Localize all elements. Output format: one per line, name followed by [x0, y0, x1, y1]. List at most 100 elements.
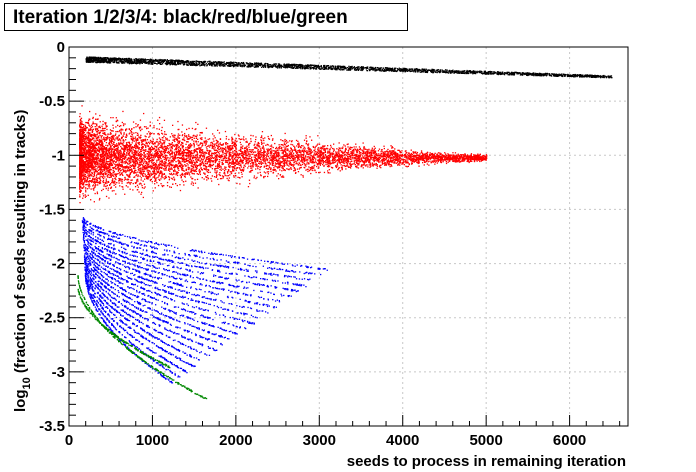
red-point	[82, 179, 84, 181]
red-point	[217, 178, 219, 180]
black-point	[348, 68, 350, 70]
red-point	[102, 181, 104, 183]
black-point	[288, 65, 290, 68]
black-point	[221, 64, 223, 66]
black-point	[94, 58, 96, 60]
red-point	[91, 171, 93, 174]
red-point	[147, 178, 149, 180]
red-point	[414, 155, 416, 157]
red-point	[264, 172, 267, 174]
black-point	[118, 62, 120, 64]
black-point	[586, 75, 589, 77]
black-point	[277, 67, 279, 69]
red-point	[143, 183, 146, 185]
black-point	[108, 62, 110, 64]
black-point	[602, 75, 604, 77]
black-point	[102, 60, 104, 62]
black-point	[86, 56, 88, 58]
black-point	[137, 62, 140, 64]
black-point	[109, 61, 111, 63]
black-point	[298, 66, 300, 68]
black-point	[219, 61, 221, 63]
red-point	[345, 154, 348, 156]
black-point	[109, 57, 111, 59]
red-point	[211, 146, 214, 148]
red-point	[243, 136, 245, 138]
red-point	[184, 132, 186, 135]
red-point	[176, 139, 179, 141]
red-point	[199, 173, 201, 176]
red-point	[339, 170, 341, 172]
red-point	[133, 152, 135, 154]
red-point	[240, 158, 242, 160]
red-point	[284, 162, 287, 164]
black-point	[426, 71, 428, 73]
black-point	[86, 60, 88, 62]
black-point	[199, 63, 201, 65]
red-point	[123, 140, 125, 142]
black-point	[313, 64, 315, 66]
black-point	[164, 59, 167, 61]
red-point	[111, 144, 113, 146]
black-point	[353, 66, 355, 68]
red-point	[160, 176, 163, 178]
black-point	[309, 64, 311, 66]
red-point	[354, 148, 356, 150]
black-point	[195, 62, 197, 64]
black-point	[141, 58, 143, 60]
black-point	[134, 61, 136, 63]
red-point	[231, 166, 233, 168]
black-point	[309, 64, 312, 66]
black-point	[113, 59, 115, 61]
black-point	[341, 68, 343, 71]
black-point	[261, 66, 263, 68]
red-point	[90, 126, 92, 129]
black-point	[190, 61, 192, 63]
black-point	[140, 62, 142, 64]
red-point	[203, 157, 205, 159]
red-point	[285, 140, 287, 143]
red-point	[339, 148, 341, 150]
red-point	[87, 121, 89, 123]
black-point	[541, 73, 543, 75]
black-point	[215, 62, 217, 64]
black-point	[104, 60, 107, 62]
red-point	[228, 180, 230, 182]
black-point	[540, 75, 543, 77]
red-point	[96, 178, 98, 180]
black-point	[510, 73, 512, 75]
black-point	[256, 62, 258, 64]
red-point	[233, 153, 236, 156]
red-point	[230, 152, 232, 154]
red-point	[410, 152, 412, 155]
red-point	[119, 173, 122, 176]
black-point	[201, 64, 203, 66]
black-point	[534, 72, 536, 74]
red-point	[254, 151, 257, 153]
black-point	[289, 64, 291, 67]
black-point	[251, 63, 253, 65]
black-point	[124, 62, 126, 64]
black-point	[312, 67, 314, 69]
red-point	[99, 114, 101, 117]
red-point	[128, 163, 131, 165]
black-point	[358, 68, 361, 70]
black-point	[313, 67, 315, 69]
black-point	[288, 66, 290, 68]
red-point	[317, 167, 319, 169]
red-point	[120, 178, 122, 180]
red-point	[190, 170, 192, 172]
black-point	[214, 61, 216, 63]
black-point	[115, 57, 117, 59]
red-point	[90, 164, 92, 166]
red-point	[213, 143, 215, 145]
black-point	[413, 71, 415, 73]
black-point	[275, 66, 277, 68]
red-point	[302, 148, 305, 150]
red-point	[87, 122, 90, 125]
black-point	[283, 66, 285, 68]
red-point	[141, 154, 144, 156]
red-point	[419, 156, 422, 158]
red-point	[317, 150, 319, 152]
red-point	[138, 164, 140, 166]
